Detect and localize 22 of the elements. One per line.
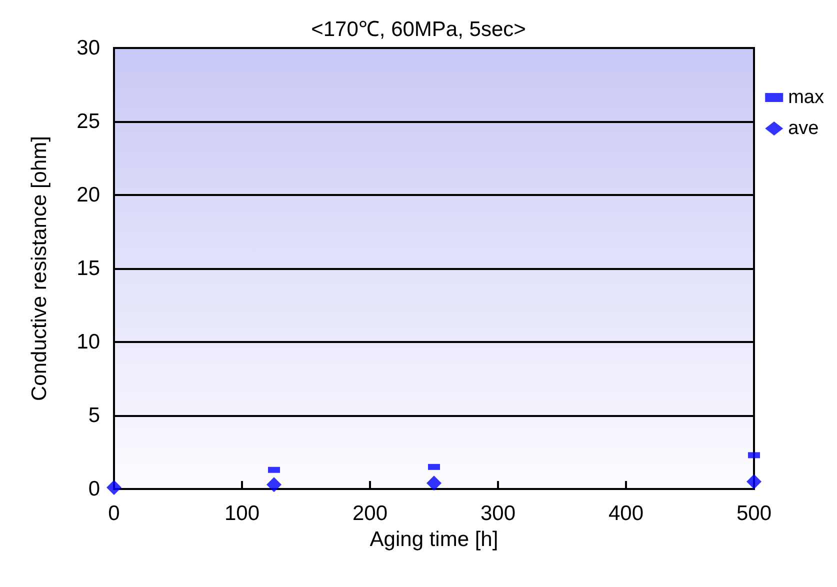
y-tick-label: 0 bbox=[88, 478, 100, 500]
point bbox=[106, 480, 122, 496]
x-tick-label: 500 bbox=[736, 502, 772, 525]
y-tick-label: 20 bbox=[76, 184, 100, 206]
y-tick-label: 10 bbox=[76, 330, 100, 354]
y-tick-label: 25 bbox=[76, 110, 100, 133]
y-tick-label: 30 bbox=[76, 36, 100, 60]
x-tick-label: 200 bbox=[352, 502, 388, 525]
x-tick-label: 300 bbox=[480, 502, 516, 525]
point bbox=[746, 474, 762, 490]
y-tick-label: 5 bbox=[88, 404, 100, 427]
y-tick-label: 15 bbox=[76, 257, 100, 280]
point bbox=[426, 476, 442, 491]
legend-label: ave bbox=[788, 118, 819, 139]
x-tick-label: 0 bbox=[108, 502, 120, 525]
x-tick-label: 400 bbox=[608, 502, 644, 525]
x-tick-label: 100 bbox=[224, 502, 260, 525]
legend-label: max bbox=[788, 87, 824, 108]
y-axis-title: Conductive resistance [ohm] bbox=[28, 136, 51, 401]
point bbox=[266, 477, 282, 492]
chart-title: <170℃, 60MPa, 5sec> bbox=[311, 18, 526, 41]
x-axis-title: Aging time [h] bbox=[370, 528, 498, 551]
